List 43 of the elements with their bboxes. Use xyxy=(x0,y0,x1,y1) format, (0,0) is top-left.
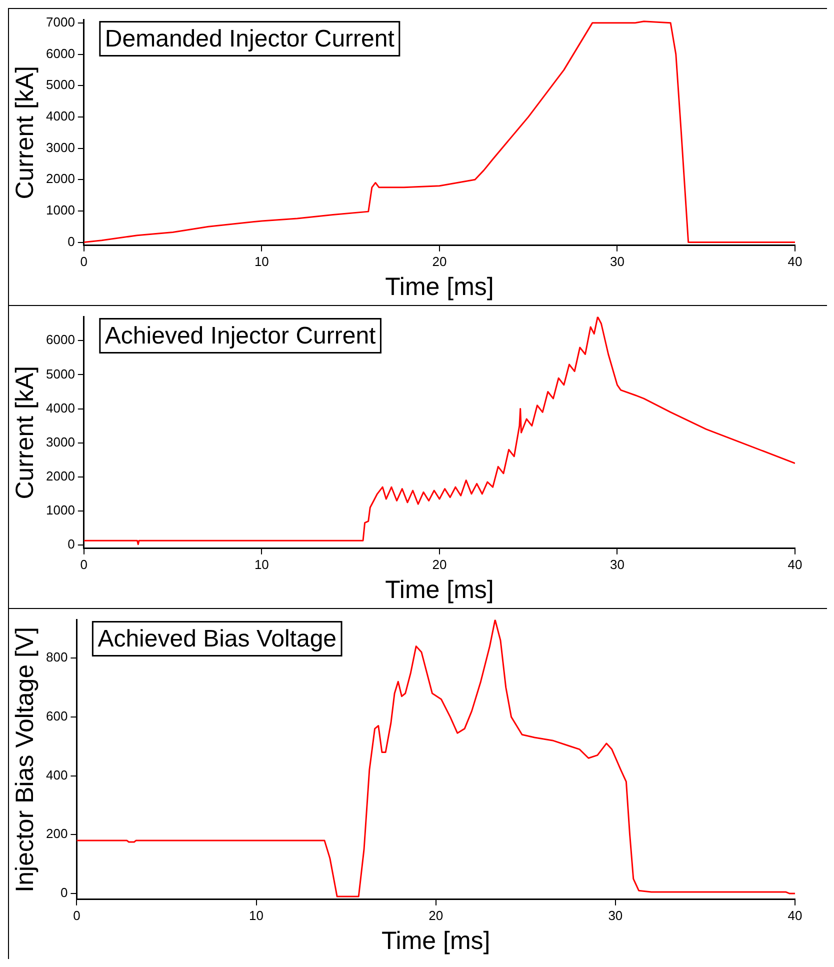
y-tick-label: 3000 xyxy=(46,434,75,450)
x-tick-label: 0 xyxy=(80,254,88,269)
y-tick-label: 2000 xyxy=(46,468,75,484)
x-tick-label: 30 xyxy=(610,254,624,269)
y-tick-label: 800 xyxy=(46,650,68,665)
x-tick-label: 30 xyxy=(608,908,623,923)
y-tick-label: 6000 xyxy=(46,46,75,61)
y-tick-label: 6000 xyxy=(46,332,75,348)
chart-title: Achieved Bias Voltage xyxy=(98,625,337,652)
y-tick-label: 2000 xyxy=(46,171,75,186)
x-tick-label: 10 xyxy=(254,556,269,572)
x-tick-label: 10 xyxy=(249,908,264,923)
y-tick-label: 0 xyxy=(60,885,68,900)
x-tick-label: 0 xyxy=(80,556,88,572)
x-tick-label: 30 xyxy=(610,556,624,572)
chart-title: Achieved Injector Current xyxy=(104,322,376,350)
x-tick-label: 10 xyxy=(254,254,269,269)
y-tick-label: 200 xyxy=(46,826,68,842)
y-axis-title: Current [kA] xyxy=(10,66,39,200)
x-tick-label: 40 xyxy=(788,556,802,572)
y-tick-label: 4000 xyxy=(46,108,75,124)
y-tick-label: 0 xyxy=(68,234,75,249)
x-tick-label: 20 xyxy=(432,556,447,572)
y-axis-title: Current [kA] xyxy=(10,366,39,500)
x-tick-label: 40 xyxy=(788,254,802,269)
chart-title: Demanded Injector Current xyxy=(104,25,395,52)
x-axis-title: Time [ms] xyxy=(385,272,494,301)
y-tick-label: 0 xyxy=(68,536,75,552)
y-tick-label: 3000 xyxy=(46,140,75,155)
y-tick-label: 5000 xyxy=(46,77,75,92)
x-axis-title: Time [ms] xyxy=(381,926,490,955)
x-tick-label: 20 xyxy=(428,908,444,923)
y-tick-label: 7000 xyxy=(46,14,75,30)
y-tick-label: 1000 xyxy=(46,502,75,518)
x-tick-label: 20 xyxy=(432,254,447,269)
y-tick-label: 5000 xyxy=(46,366,75,382)
y-axis-title: Injector Bias Voltage [V] xyxy=(10,626,39,892)
y-tick-label: 4000 xyxy=(46,400,75,416)
y-tick-label: 600 xyxy=(46,708,68,724)
y-tick-label: 1000 xyxy=(46,202,75,218)
x-axis-title: Time [ms] xyxy=(385,576,494,604)
y-tick-label: 400 xyxy=(46,767,68,782)
x-tick-label: 40 xyxy=(788,908,802,923)
